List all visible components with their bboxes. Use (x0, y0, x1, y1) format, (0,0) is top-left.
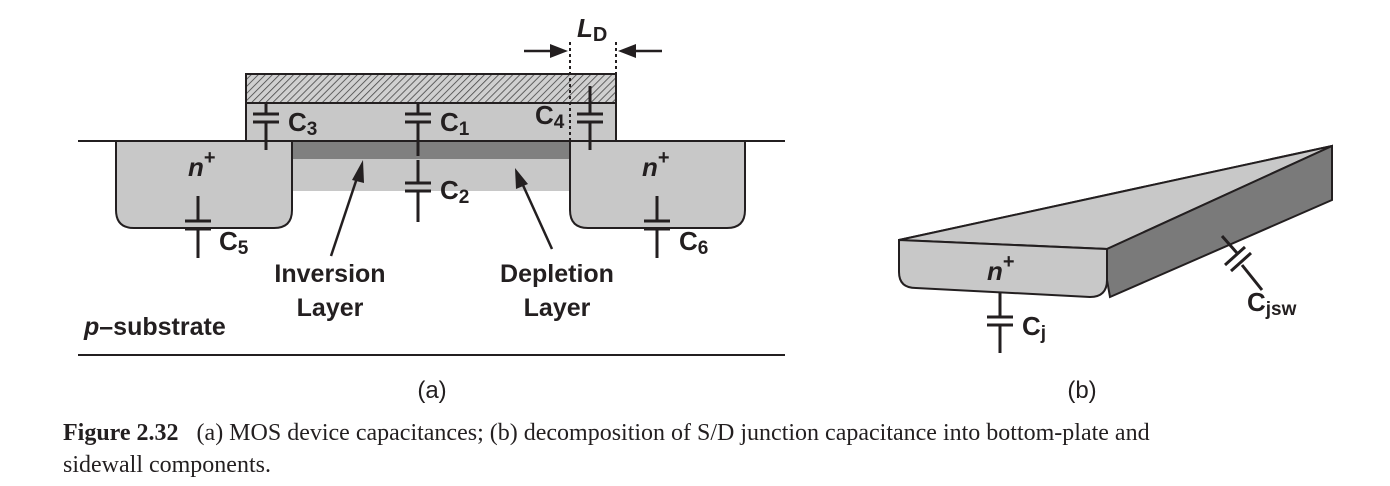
capacitor-c4 (577, 86, 603, 150)
junction-n-plus-label: n+ (987, 251, 1015, 286)
drain-region (569, 140, 746, 229)
junction-front-face (898, 238, 1108, 299)
ld-arrow-left (550, 44, 568, 58)
cj-label: Cj (1022, 311, 1046, 344)
c5-label: C5 (219, 226, 249, 259)
diagram-b: n+ Cj Cjsw (b) (898, 144, 1333, 404)
ld-arrow-right (618, 44, 636, 58)
c3-label: C3 (288, 107, 317, 140)
panel-a-label: (a) (417, 377, 446, 404)
c4-label: C4 (535, 100, 565, 133)
capacitor-c5 (185, 196, 211, 258)
caption-text-1: (a) MOS device capacitances; (b) decompo… (197, 420, 1150, 446)
c2-label: C2 (440, 175, 469, 208)
caption-line1: Figure 2.32 (a) MOS device capacitances; … (63, 420, 1150, 446)
drain-n-plus-label: n+ (642, 147, 670, 182)
panel-b-label: (b) (1067, 377, 1096, 404)
poly-gate (245, 73, 617, 104)
source-region (115, 140, 293, 229)
capacitor-cjsw (1220, 235, 1264, 291)
capacitor-c1 (405, 103, 431, 156)
source-n-plus-label: n+ (188, 147, 216, 182)
depletion-arrow (520, 182, 554, 250)
caption-label: Figure 2.32 (63, 420, 179, 446)
capacitor-c6 (644, 196, 670, 258)
substrate-label: p–substrate (83, 313, 226, 341)
figure-caption: Figure 2.32 (a) MOS device capacitances; … (63, 420, 1150, 478)
caption-line2: sidewall components. (63, 452, 271, 478)
c1-label: C1 (440, 107, 470, 140)
c6-label: C6 (679, 226, 708, 259)
inversion-arrow (329, 174, 360, 257)
inversion-layer (285, 141, 577, 159)
capacitor-cj (987, 292, 1013, 353)
depletion-label-line2: Layer (524, 294, 591, 322)
capacitor-c2 (405, 160, 431, 222)
capacitor-c3 (253, 103, 279, 150)
cjsw-label: Cjsw (1247, 287, 1297, 320)
inversion-label-line1: Inversion (274, 260, 385, 288)
depletion-label-line1: Depletion (500, 260, 614, 288)
ld-label: LD (577, 13, 607, 46)
inversion-label-line2: Layer (297, 294, 364, 322)
diagram-a: LD C3 C1 C2 (78, 13, 785, 404)
